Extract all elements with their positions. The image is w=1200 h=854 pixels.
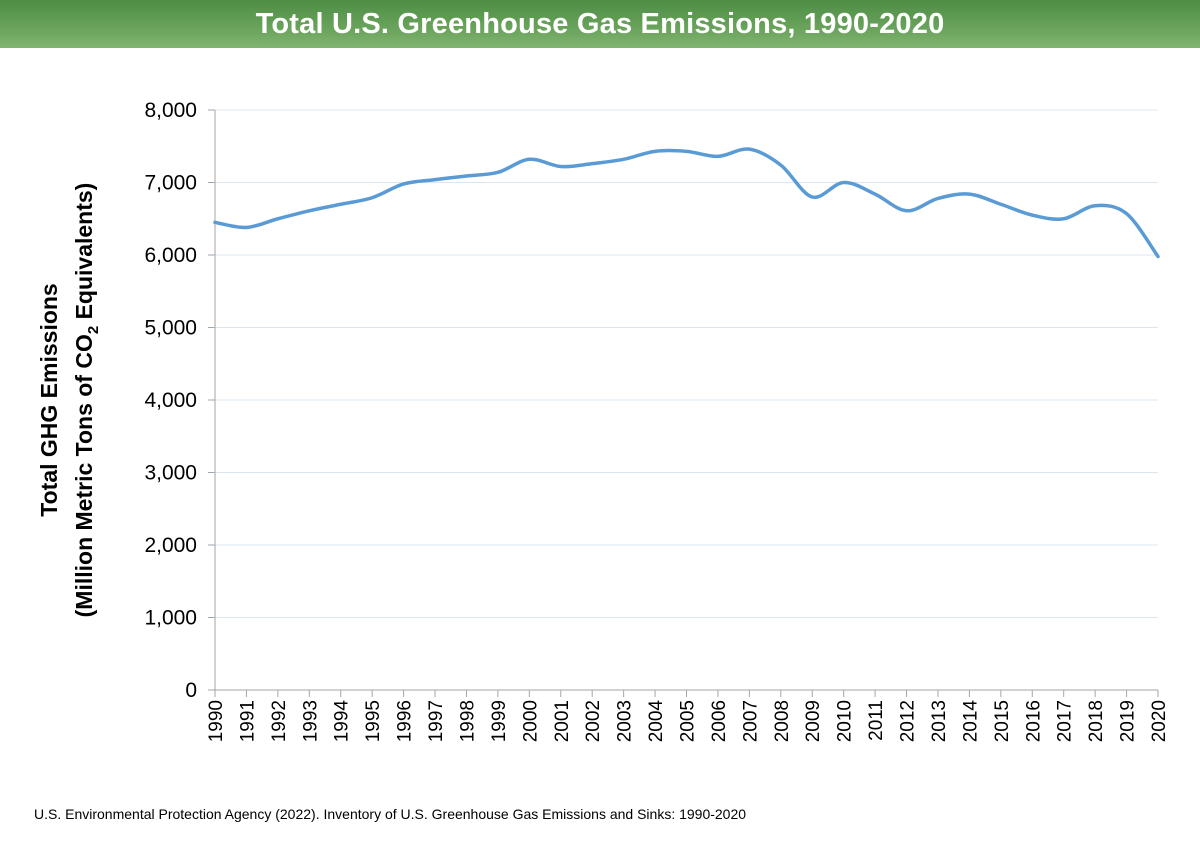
x-tick-label: 1996 xyxy=(395,700,416,742)
x-tick-label: 2013 xyxy=(929,700,950,742)
y-tick-label: 7,000 xyxy=(144,172,197,195)
x-tick-label: 2010 xyxy=(835,700,856,742)
y-tick-label: 8,000 xyxy=(144,99,197,122)
x-tick-label: 2009 xyxy=(803,700,824,742)
x-tick-label: 2019 xyxy=(1118,700,1139,742)
x-tick-label: 2002 xyxy=(583,700,604,742)
source-citation: U.S. Environmental Protection Agency (20… xyxy=(34,806,747,822)
y-tick-label: 1,000 xyxy=(144,607,197,630)
x-tick-label: 2001 xyxy=(552,700,573,742)
x-tick-label: 2011 xyxy=(866,700,887,741)
x-tick-label: 2017 xyxy=(1055,700,1076,742)
x-tick-label: 2003 xyxy=(615,700,636,742)
y-tick-label: 5,000 xyxy=(144,317,197,340)
x-tick-label: 2018 xyxy=(1086,700,1107,742)
series-layer xyxy=(213,147,1160,259)
y-tick-label: 0 xyxy=(185,679,197,702)
y-tick-label: 6,000 xyxy=(144,244,197,267)
x-tick-label: 2020 xyxy=(1149,700,1170,742)
x-tick-label: 2004 xyxy=(646,700,667,743)
y-tick-label: 3,000 xyxy=(144,462,197,485)
x-tick-label: 2015 xyxy=(992,700,1013,742)
y-tick-label: 2,000 xyxy=(144,534,197,557)
x-tick-label: 2006 xyxy=(709,700,730,742)
x-tick-label: 1998 xyxy=(457,700,478,742)
x-tick-label: 1999 xyxy=(489,700,510,742)
x-tick-label: 1993 xyxy=(300,700,321,742)
x-tick-label: 1997 xyxy=(426,700,447,742)
x-tick-labels: 1990 1991 1992 1993 1994 1995 1996 1997 1998 1999… xyxy=(206,690,1170,742)
title-banner: Total U.S. Greenhouse Gas Emissions, 199… xyxy=(0,0,1200,48)
x-tick-label: 2007 xyxy=(740,700,761,742)
y-tick-label: 4,000 xyxy=(144,389,197,412)
x-tick-label: 1990 xyxy=(206,700,227,742)
x-tick-label: 1994 xyxy=(332,700,353,743)
y-axis-label-line1: Total GHG Emissions xyxy=(36,283,62,516)
y-tick-labels: 0 1,000 2,000 3,000 4,000 5,000 6,000 7,000 8,00… xyxy=(144,99,215,702)
y-axis-label-subscript: 2 xyxy=(85,326,102,334)
y-axis-label-line2-part2: Equivalents) xyxy=(71,183,97,326)
x-tick-label: 2005 xyxy=(678,700,699,742)
x-tick-label: 2014 xyxy=(960,700,981,743)
x-tick-label: 1995 xyxy=(363,700,384,742)
x-tick-label: 2008 xyxy=(772,700,793,742)
emissions-line xyxy=(213,147,1160,259)
y-axis-label-line2: (Million Metric Tons of CO2 Equivalents) xyxy=(71,183,102,618)
x-tick-label: 1991 xyxy=(237,700,258,742)
x-tick-label: 2016 xyxy=(1023,700,1044,742)
x-tick-label: 1992 xyxy=(269,700,290,742)
x-tick-label: 2000 xyxy=(520,700,541,742)
x-tick-label: 2012 xyxy=(898,700,919,742)
gridlines xyxy=(215,109,1158,618)
chart-title: Total U.S. Greenhouse Gas Emissions, 199… xyxy=(255,7,945,40)
y-axis-label-line2-part1: (Million Metric Tons of CO xyxy=(71,334,97,617)
